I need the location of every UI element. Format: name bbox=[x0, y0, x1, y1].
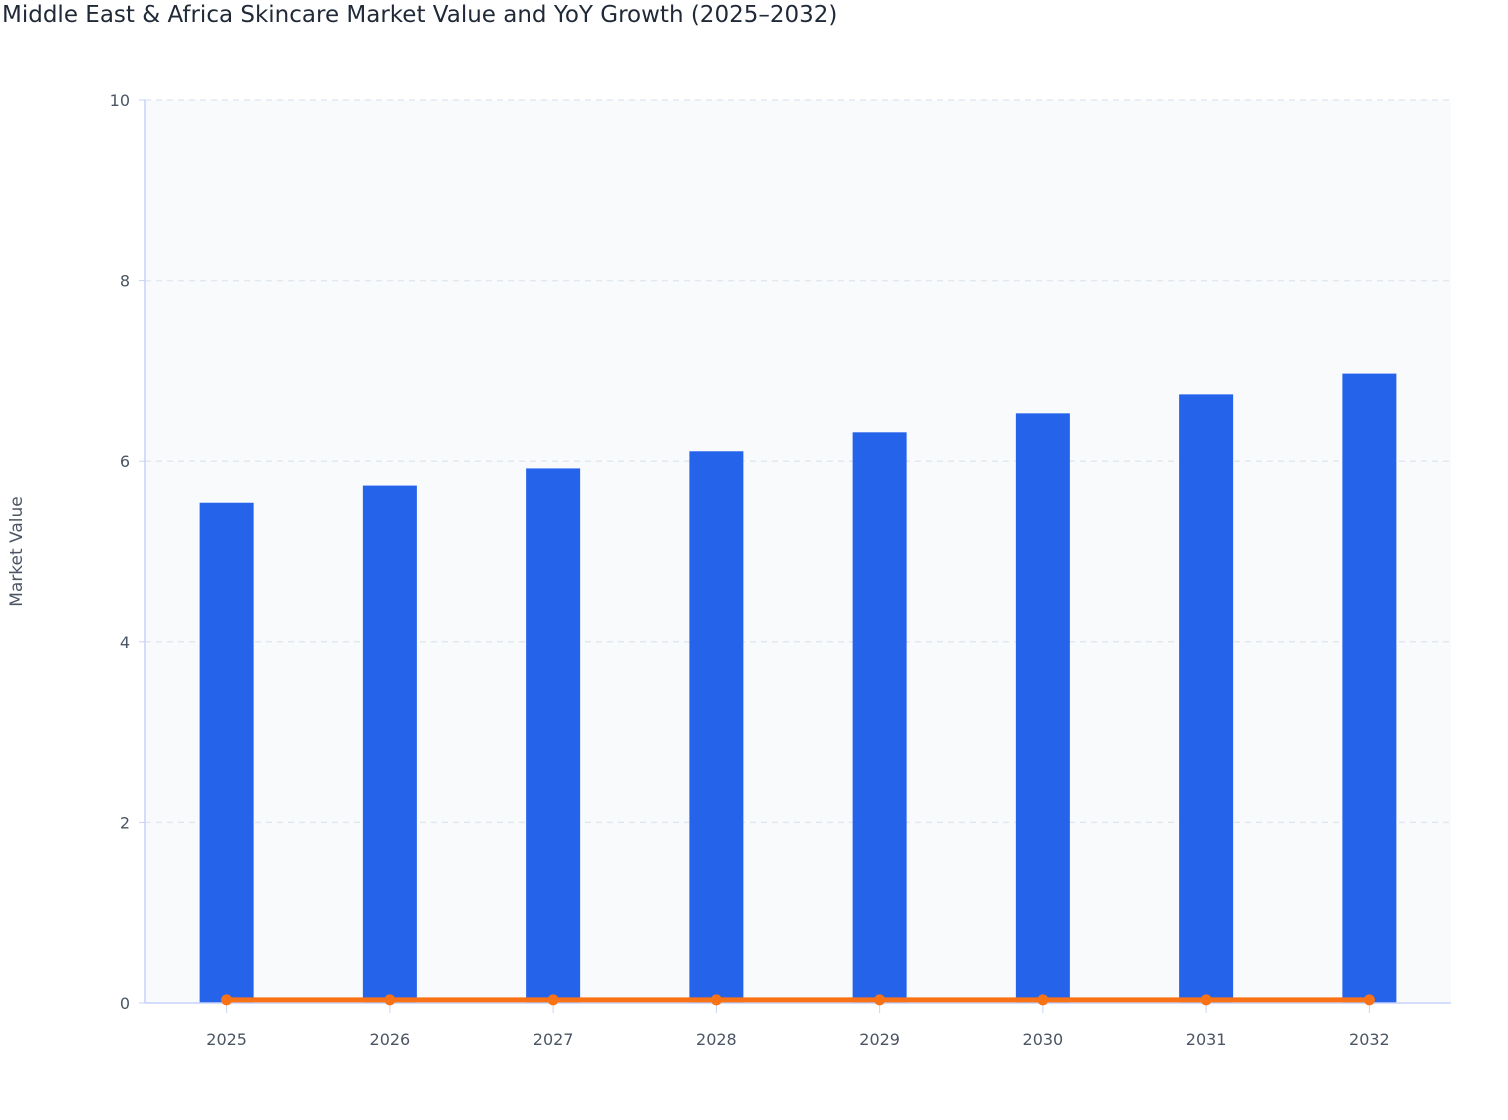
y-tick-label: 6 bbox=[120, 452, 130, 471]
y-tick-label: 10 bbox=[110, 91, 130, 110]
x-tick-label: 2032 bbox=[1349, 1030, 1390, 1049]
y-tick-label: 8 bbox=[120, 272, 130, 291]
growth-point-2030 bbox=[1037, 994, 1049, 1006]
x-tick-label: 2026 bbox=[370, 1030, 411, 1049]
x-tick-label: 2025 bbox=[206, 1030, 247, 1049]
bar-2028 bbox=[689, 451, 744, 1004]
x-tick-label: 2030 bbox=[1023, 1030, 1064, 1049]
growth-point-2027 bbox=[547, 994, 559, 1006]
x-tick-label: 2027 bbox=[533, 1030, 574, 1049]
y-tick-label: 0 bbox=[120, 994, 130, 1013]
bar-2032 bbox=[1342, 373, 1397, 1003]
x-tick-label: 2028 bbox=[696, 1030, 737, 1049]
growth-point-2031 bbox=[1200, 994, 1212, 1006]
bar-2026 bbox=[362, 485, 417, 1003]
plot-area bbox=[145, 100, 1451, 1003]
growth-point-2026 bbox=[384, 994, 396, 1006]
growth-point-2032 bbox=[1363, 994, 1375, 1006]
x-tick-label: 2031 bbox=[1186, 1030, 1227, 1049]
x-tick-label: 2029 bbox=[859, 1030, 900, 1049]
y-tick-label: 2 bbox=[120, 813, 130, 832]
bar-2029 bbox=[852, 432, 907, 1004]
bar-2030 bbox=[1015, 413, 1070, 1003]
growth-point-2025 bbox=[221, 994, 233, 1006]
y-tick-label: 4 bbox=[120, 633, 130, 652]
bar-2027 bbox=[526, 468, 581, 1003]
y-axis-title: Market Value bbox=[7, 496, 27, 607]
chart-title: Middle East & Africa Skincare Market Val… bbox=[2, 2, 838, 28]
growth-point-2028 bbox=[710, 994, 722, 1006]
bar-2031 bbox=[1179, 394, 1234, 1003]
growth-point-2029 bbox=[874, 994, 886, 1006]
bar-2025 bbox=[199, 502, 254, 1003]
